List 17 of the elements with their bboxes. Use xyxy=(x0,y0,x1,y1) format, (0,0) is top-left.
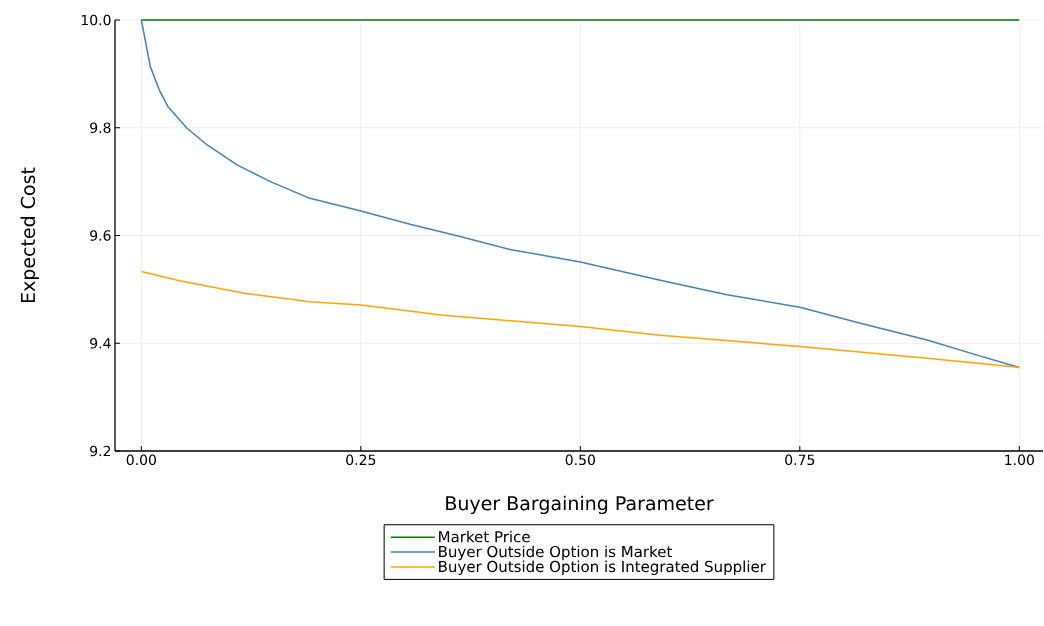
line-series xyxy=(140,270,1021,369)
y-tick-label: 10.0 xyxy=(81,14,111,26)
x-tick-label: 1.00 xyxy=(1005,454,1034,466)
x-axis-title: Buyer Bargaining Parameter xyxy=(446,495,714,515)
y-tick-label: 9.8 xyxy=(90,122,111,134)
x-tick-label: 0.25 xyxy=(346,454,376,466)
y-tick-label: 9.2 xyxy=(90,445,111,457)
legend-label: Market Price xyxy=(439,530,530,543)
y-tick-label: 9.4 xyxy=(90,337,111,349)
y-tick-label: 9.6 xyxy=(90,230,111,241)
line-series xyxy=(140,19,1021,369)
x-tick-label: 0.00 xyxy=(126,454,156,466)
legend-label: Buyer Outside Option is Market xyxy=(439,545,672,561)
legend-label: Buyer Outside Option is Integrated Supplier xyxy=(439,560,766,576)
y-axis-title: Expected Cost xyxy=(20,167,39,303)
x-tick-label: 0.50 xyxy=(565,454,595,466)
x-tick-label: 0.75 xyxy=(785,454,815,466)
